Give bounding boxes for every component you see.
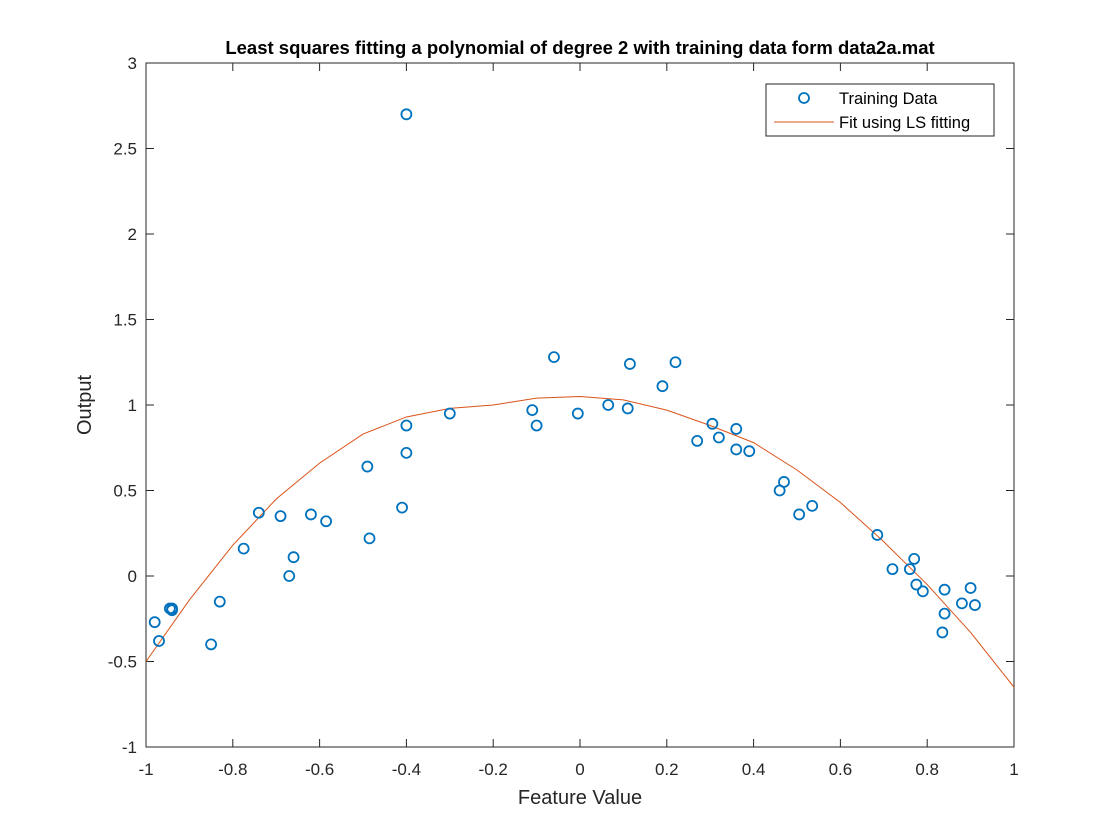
training-data-point [936,626,949,639]
training-data-point [571,407,584,420]
x-tick-label: -0.2 [479,760,508,779]
training-data-point [148,616,161,629]
training-data-point [400,419,413,432]
training-data-point [730,443,743,456]
training-data-point [743,445,756,458]
training-data-point [205,638,218,651]
x-axis-title: Feature Value [518,787,642,809]
training-data-point [706,417,719,430]
x-tick-label: 0.2 [655,760,679,779]
axes: -1 -0.8 -0.6 -0.4 -0.2 0 0.2 0.4 0.6 0.8 1 -1 -0.5 0 0… [108,54,1019,779]
training-points-layer [148,108,981,651]
training-data-point [363,532,376,545]
training-data-point [602,399,615,411]
x-tick-label: 0.8 [915,760,939,779]
training-data-point [548,351,560,364]
training-data-point [400,108,413,121]
fit-line [145,395,1015,688]
plot-area-frame [145,62,1015,748]
training-data-point [320,515,333,528]
training-data-point [956,597,968,610]
training-data-point [283,570,296,582]
training-data-point [916,585,929,598]
y-tick-label: -1 [122,738,137,757]
training-data-point [530,419,543,432]
y-tick-label: 0 [128,567,137,586]
training-data-point [778,476,790,488]
training-data-point [656,380,669,393]
y-tick-label: 2.5 [113,140,137,159]
x-tick-label: -0.8 [218,760,247,779]
legend: Training Data Fit using LS fitting [765,83,995,137]
x-tick-label: -0.4 [392,760,421,779]
training-data-point [361,460,374,473]
training-data-point [396,501,408,514]
x-tick-label: 1 [1009,760,1018,779]
training-data-point [969,599,981,611]
x-tick-label: 0.6 [829,760,853,779]
training-data-point [287,551,300,564]
training-data-point [712,431,725,444]
training-data-point [871,529,884,541]
legend-label-training-data: Training Data [839,90,938,108]
training-data-point [903,563,916,576]
training-data-point [938,607,951,620]
x-tick-label: -0.6 [305,760,334,779]
y-tick-label: -0.5 [108,653,137,672]
training-data-point [669,356,682,369]
training-data-point [166,602,178,615]
training-data-point [964,582,977,594]
training-data-point [691,435,704,447]
training-data-point [806,499,819,512]
y-tick-label: 0.5 [113,482,137,501]
training-data-point [305,508,317,521]
y-tick-label: 2 [128,225,137,244]
legend-label-fit: Fit using LS fitting [839,114,970,132]
training-data-point [252,506,265,519]
training-data-point [213,595,226,608]
training-data-point [938,583,951,596]
x-tick-label: 0.4 [742,760,766,779]
training-data-point [621,402,634,415]
training-data-point [910,578,923,591]
chart-title: Least squares fitting a polynomial of de… [225,37,934,58]
training-data-point [443,407,456,420]
y-tick-label: 1 [128,396,137,415]
training-data-point [274,510,287,523]
training-data-point [526,404,539,417]
training-data-point [237,542,250,555]
training-data-point [624,358,636,370]
fit-line-layer [145,395,1015,688]
y-tick-label: 3 [128,54,137,73]
x-tick-label: -1 [138,760,153,779]
y-tick-label: 1.5 [113,311,137,330]
legend-marker-training-data [798,92,810,104]
training-data-point [730,423,743,435]
y-axis-title: Output [74,375,96,435]
x-tick-label: 0 [575,760,584,779]
training-data-point [793,508,806,521]
training-data-point [400,446,413,459]
training-data-point [153,635,165,647]
training-data-point [908,553,921,565]
training-data-point [886,563,899,576]
